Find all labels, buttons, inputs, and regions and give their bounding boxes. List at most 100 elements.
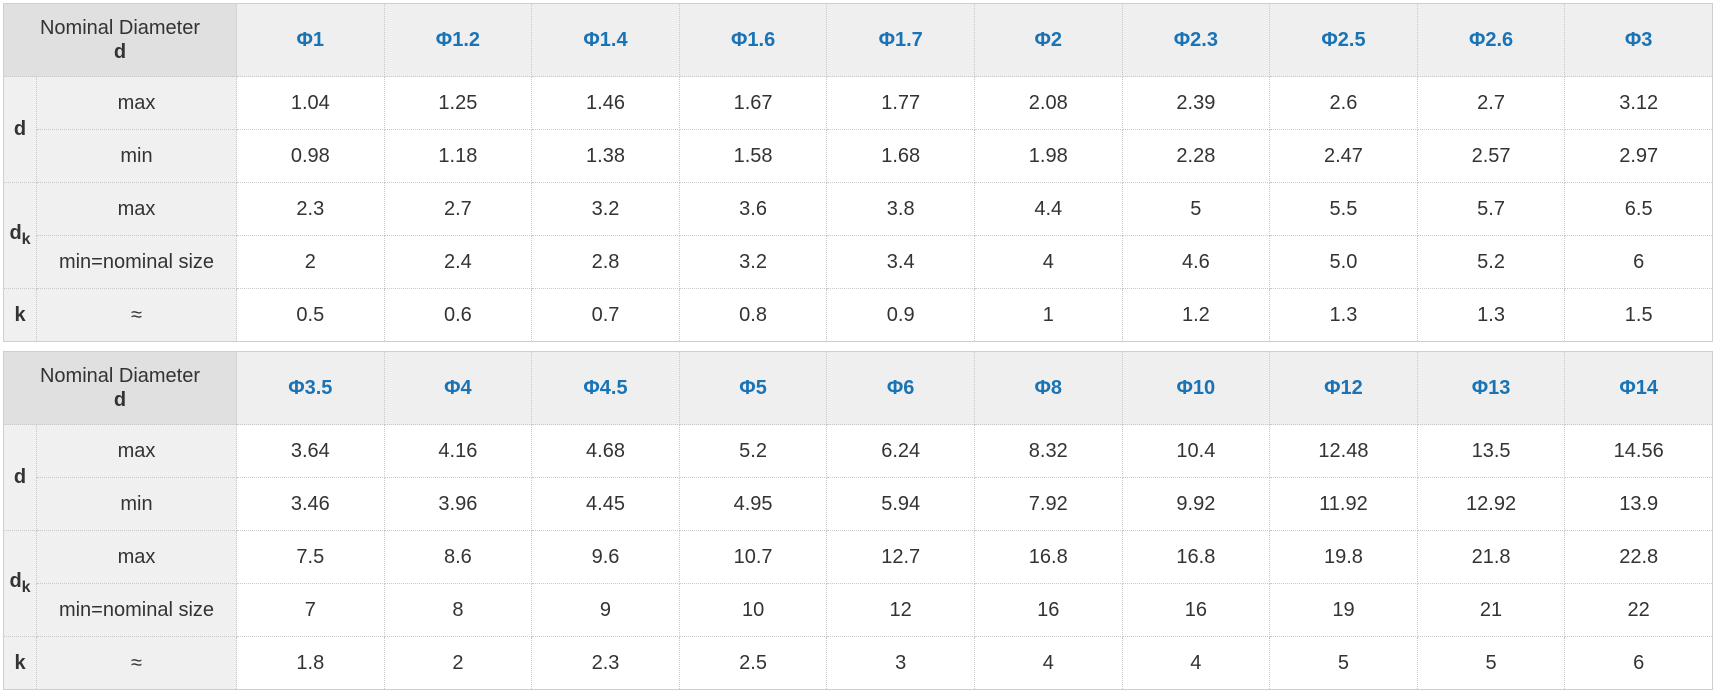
nominal-diameter-label: Nominal Diameter xyxy=(39,365,201,387)
value-cell: 13.5 xyxy=(1416,424,1566,478)
value-cell: 2 xyxy=(236,235,385,289)
value-cell: 3.2 xyxy=(531,182,680,236)
value-cell: 6 xyxy=(1564,235,1713,289)
value-cell: 5.7 xyxy=(1416,182,1566,236)
dk-symbol-subscript: k xyxy=(21,579,31,596)
value-cell: 12.7 xyxy=(826,530,975,584)
value-cell: 3.4 xyxy=(826,235,975,289)
value-cell: 16.8 xyxy=(973,530,1123,584)
value-cell: 1 xyxy=(973,288,1123,342)
value-cell: 12.48 xyxy=(1269,424,1418,478)
value-cell: 1.04 xyxy=(236,76,385,130)
row-label: max xyxy=(36,424,237,478)
value-cell: 5.94 xyxy=(826,477,975,531)
value-cell: 16.8 xyxy=(1121,530,1271,584)
nominal-diameter-header: Nominal Diameter d xyxy=(3,351,237,425)
value-cell: 19.8 xyxy=(1269,530,1418,584)
row-label: min xyxy=(36,129,237,183)
value-cell: 3.8 xyxy=(826,182,975,236)
value-cell: 0.8 xyxy=(678,288,828,342)
value-cell: 3.46 xyxy=(236,477,385,531)
value-cell: 1.25 xyxy=(383,76,533,130)
value-cell: 16 xyxy=(1121,583,1271,637)
value-cell: 3.2 xyxy=(678,235,828,289)
d-max-row: d max 3.64 4.16 4.68 5.2 6.24 8.32 10.4 12.48 13.5… xyxy=(3,424,1713,531)
size-header: Φ12 xyxy=(1269,351,1418,425)
value-cell: 1.68 xyxy=(826,129,975,183)
size-header: Φ2.3 xyxy=(1121,3,1271,77)
row-label: ≈ xyxy=(36,288,237,342)
value-cell: 9.6 xyxy=(531,530,680,584)
group-label-dk: dk xyxy=(3,182,37,289)
value-cell: 22 xyxy=(1564,583,1713,637)
value-cell: 5 xyxy=(1416,636,1566,690)
row-label: ≈ xyxy=(36,636,237,690)
nominal-diameter-symbol: d xyxy=(113,41,127,63)
value-cell: 6.5 xyxy=(1564,182,1713,236)
value-cell: 4.95 xyxy=(678,477,828,531)
value-cell: 2.3 xyxy=(236,182,385,236)
value-cell: 4.68 xyxy=(531,424,680,478)
size-header: Φ3.5 xyxy=(236,351,385,425)
k-row: k ≈0.5 0.6 0.7 0.8 0.9 1 1.2 1.3 1.3 1.5 xyxy=(3,288,1713,342)
nominal-diameter-label: Nominal Diameter xyxy=(39,17,201,39)
value-cell: 8 xyxy=(383,583,533,637)
value-cell: 5 xyxy=(1121,182,1271,236)
value-cell: 1.98 xyxy=(973,129,1123,183)
value-cell: 1.46 xyxy=(531,76,680,130)
value-cell: 5.5 xyxy=(1269,182,1418,236)
value-cell: 21.8 xyxy=(1416,530,1566,584)
d-min-row: min 0.98 1.18 1.38 1.58 1.68 1.98 2.28 2.47 2.57 2… xyxy=(4,129,1713,183)
value-cell: 3.64 xyxy=(236,424,385,478)
value-cell: 0.6 xyxy=(383,288,533,342)
dk-symbol-subscript: k xyxy=(21,231,31,248)
size-header: Φ1 xyxy=(236,3,385,77)
value-cell: 1.77 xyxy=(826,76,975,130)
value-cell: 7 xyxy=(236,583,385,637)
value-cell: 14.56 xyxy=(1564,424,1713,478)
value-cell: 2.6 xyxy=(1269,76,1418,130)
group-label-k: k xyxy=(3,636,37,690)
nominal-diameter-header: Nominal Diameter d xyxy=(3,3,237,77)
size-header: Φ3 xyxy=(1564,3,1713,77)
value-cell: 4.45 xyxy=(531,477,680,531)
value-cell: 4.16 xyxy=(383,424,533,478)
value-cell: 0.98 xyxy=(236,129,385,183)
size-header: Φ1.2 xyxy=(383,3,533,77)
value-cell: 6.24 xyxy=(826,424,975,478)
value-cell: 5.2 xyxy=(678,424,828,478)
size-header: Φ5 xyxy=(678,351,828,425)
value-cell: 7.5 xyxy=(236,530,385,584)
size-header: Φ4.5 xyxy=(531,351,680,425)
value-cell: 21 xyxy=(1416,583,1566,637)
group-label-dk: dk xyxy=(3,530,37,637)
value-cell: 5 xyxy=(1269,636,1418,690)
value-cell: 10.4 xyxy=(1121,424,1271,478)
value-cell: 0.7 xyxy=(531,288,680,342)
size-header: Φ4 xyxy=(383,351,533,425)
value-cell: 1.5 xyxy=(1564,288,1713,342)
dimension-table-1: Nominal Diameter d Φ1 Φ1.2 Φ1.4 Φ1.6 Φ1.7 Φ2 Φ2.… xyxy=(3,3,1713,342)
value-cell: 1.8 xyxy=(236,636,385,690)
value-cell: 10 xyxy=(678,583,828,637)
value-cell: 8.6 xyxy=(383,530,533,584)
row-label: max xyxy=(36,76,237,130)
value-cell: 9.92 xyxy=(1121,477,1271,531)
value-cell: 22.8 xyxy=(1564,530,1713,584)
size-header: Φ10 xyxy=(1121,351,1271,425)
value-cell: 1.67 xyxy=(678,76,828,130)
value-cell: 10.7 xyxy=(678,530,828,584)
dk-min-row: min=nominal size 2 2.4 2.8 3.2 3.4 4 4.6 5.0 5.2 6 xyxy=(4,235,1713,289)
group-label-d: d xyxy=(3,76,37,183)
value-cell: 4.4 xyxy=(973,182,1123,236)
value-cell: 12.92 xyxy=(1416,477,1566,531)
value-cell: 7.92 xyxy=(973,477,1123,531)
d-max-row: d max 1.04 1.25 1.46 1.67 1.77 2.08 2.39 2.6 2.7 3.… xyxy=(3,76,1713,183)
value-cell: 2.8 xyxy=(531,235,680,289)
value-cell: 4.6 xyxy=(1121,235,1271,289)
value-cell: 1.3 xyxy=(1416,288,1566,342)
dk-symbol-main: d xyxy=(9,570,22,592)
row-label: min xyxy=(36,477,237,531)
row-label: max xyxy=(36,530,237,584)
